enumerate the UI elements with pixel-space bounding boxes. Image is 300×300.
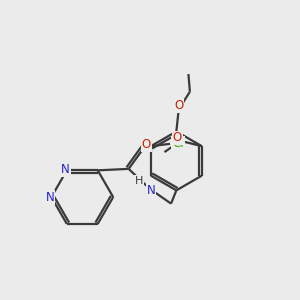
Text: N: N	[46, 190, 54, 204]
Text: H: H	[134, 176, 143, 186]
Text: O: O	[142, 138, 151, 151]
Text: O: O	[172, 131, 182, 144]
Text: N: N	[61, 163, 70, 176]
Text: N: N	[147, 184, 155, 196]
Text: O: O	[174, 99, 183, 112]
Text: Cl: Cl	[172, 137, 184, 150]
